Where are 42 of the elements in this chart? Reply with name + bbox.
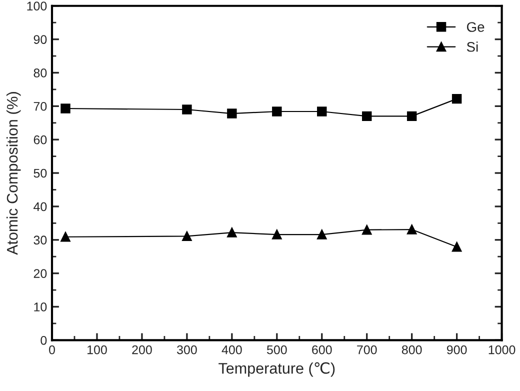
y-tick-label: 80 — [34, 68, 47, 78]
y-tick-label: 90 — [34, 35, 47, 44]
legend-label: Ge — [466, 22, 484, 32]
y-tick-label: 10 — [34, 302, 47, 312]
point — [227, 108, 237, 118]
point — [362, 224, 372, 235]
point — [362, 111, 372, 122]
y-tick-label: 20 — [34, 269, 47, 278]
point — [182, 104, 192, 114]
y-tick-label: 50 — [34, 168, 47, 178]
x-tick-label: 700 — [357, 345, 377, 354]
point — [60, 232, 70, 242]
x-tick-label: 500 — [266, 345, 287, 354]
point — [272, 106, 282, 116]
y-tick-label: 0 — [40, 336, 47, 345]
point — [317, 106, 327, 116]
y-axis-title: Atomic Composition (%) — [6, 92, 21, 255]
point — [406, 224, 417, 234]
legend-label: Si — [466, 42, 478, 52]
point — [406, 111, 417, 122]
x-tick-label: 600 — [312, 345, 332, 354]
point — [272, 230, 282, 240]
x-tick-label: 1000 — [488, 345, 516, 354]
x-tick-label: 300 — [176, 345, 197, 354]
point — [452, 94, 462, 104]
x-axis-title: Temperature (℃) — [218, 362, 335, 377]
point — [317, 230, 327, 240]
point — [182, 231, 192, 242]
point — [227, 228, 237, 238]
y-tick-label: 40 — [34, 202, 47, 212]
x-tick-label: 0 — [49, 345, 55, 354]
point — [60, 104, 70, 114]
x-tick-label: 800 — [402, 345, 422, 354]
y-tick-label: 70 — [34, 102, 47, 111]
y-tick-label: 30 — [34, 236, 47, 245]
point — [452, 242, 462, 252]
y-tick-label: 100 — [27, 2, 47, 11]
x-tick-label: 200 — [132, 345, 152, 354]
x-tick-label: 400 — [222, 345, 242, 354]
y-tick-label: 60 — [34, 135, 47, 144]
x-tick-label: 900 — [446, 345, 467, 354]
x-tick-label: 100 — [88, 345, 107, 354]
